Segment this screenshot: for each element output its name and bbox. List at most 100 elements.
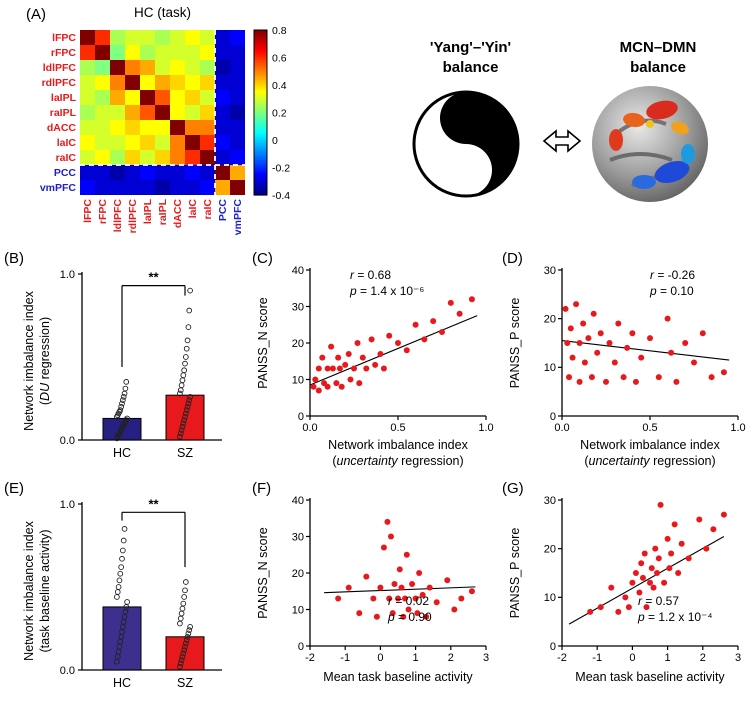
- svg-text:0.5: 0.5: [642, 422, 657, 434]
- panel-b-bar-chart: 0.0 1.0 HC SZ **: [60, 269, 222, 460]
- svg-text:1.0: 1.0: [478, 422, 493, 434]
- svg-text:-0.4: -0.4: [272, 190, 290, 202]
- svg-text:30: 30: [292, 301, 304, 313]
- svg-text:1.0: 1.0: [60, 499, 75, 511]
- brain-globe-image: [592, 86, 708, 202]
- panel-d-stats-annotation: r = -0.26 p = 0.10: [650, 268, 696, 298]
- svg-text:0.8: 0.8: [272, 26, 287, 37]
- panel-e-letter: (E): [4, 480, 24, 497]
- panel-g-letter: (G): [502, 480, 524, 497]
- panel-a-letter: (A): [26, 6, 46, 23]
- panel-c-stats-annotation: r = 0.68 p = 1.4 x 10⁻⁶: [350, 268, 425, 298]
- svg-text:dACC: dACC: [172, 199, 184, 229]
- svg-text:dACC: dACC: [47, 122, 77, 134]
- panel-g: (G) PANSS_P score -2 -1 0 1 2 3 0 10 20 30 r = 0.…: [502, 478, 755, 715]
- panel-b-letter: (B): [4, 250, 24, 267]
- svg-text:2: 2: [448, 652, 454, 664]
- svg-text:1.0: 1.0: [60, 269, 75, 281]
- svg-text:0.0: 0.0: [302, 422, 317, 434]
- svg-text:vmPFC: vmPFC: [40, 182, 77, 194]
- yang-yin-title-line1: 'Yang'–'Yin': [429, 39, 512, 56]
- svg-text:10: 10: [292, 604, 304, 616]
- svg-text:-1: -1: [340, 652, 350, 664]
- svg-text:30: 30: [544, 265, 556, 277]
- svg-text:rdlPFC: rdlPFC: [42, 77, 77, 89]
- heatmap-title: HC (task): [134, 5, 191, 20]
- svg-text:10: 10: [544, 362, 556, 374]
- svg-text:SZ: SZ: [177, 676, 193, 690]
- svg-text:-2: -2: [557, 652, 567, 664]
- svg-text:0: 0: [550, 411, 556, 423]
- mcn-dmn-title-line2: balance: [630, 58, 686, 76]
- svg-text:1.0: 1.0: [730, 422, 745, 434]
- svg-text:20: 20: [292, 338, 304, 350]
- svg-text:10: 10: [544, 592, 556, 604]
- svg-text:0.0: 0.0: [60, 435, 75, 447]
- svg-text:raIC: raIC: [56, 152, 77, 164]
- svg-text:0.2: 0.2: [272, 108, 287, 120]
- svg-text:ldlPFC: ldlPFC: [43, 62, 77, 74]
- svg-text:laIPL: laIPL: [51, 92, 77, 104]
- svg-text:raIPL: raIPL: [50, 107, 77, 119]
- panel-d-x-axis-label: Network imbalance index (uncertainty reg…: [580, 438, 720, 468]
- svg-text:HC: HC: [113, 676, 131, 690]
- svg-text:PCC: PCC: [54, 167, 77, 179]
- svg-text:0.6: 0.6: [272, 53, 287, 65]
- svg-text:0: 0: [298, 641, 304, 653]
- svg-text:2: 2: [700, 652, 706, 664]
- panel-c-x-axis-label: Network imbalance index (uncertainty reg…: [328, 438, 468, 468]
- panel-e-bar-chart: 0.0 1.0 HC SZ **: [60, 496, 222, 690]
- mcn-dmn-title-line1: MCN–DMN: [619, 39, 697, 56]
- svg-text:0: 0: [629, 652, 635, 664]
- svg-text:0: 0: [550, 641, 556, 653]
- svg-text:laIC: laIC: [187, 199, 199, 219]
- svg-text:-2: -2: [305, 652, 315, 664]
- svg-text:rFPC: rFPC: [97, 199, 109, 225]
- panel-a: (A) HC (task) lFPC lFPC rFPC rFPC ldlPFC ldlP…: [0, 0, 360, 256]
- panel-f: (F) PANSS_N score -2 -1 0 1 2 3 0 10 20 30 40 r = …: [250, 478, 502, 715]
- svg-text:0.5: 0.5: [390, 422, 405, 434]
- svg-text:lFPC: lFPC: [82, 199, 94, 223]
- svg-text:30: 30: [544, 495, 556, 507]
- heatmap-colorbar: 0.8 0.6 0.4 0.2 0 -0.2 -0.4: [253, 26, 290, 202]
- svg-text:40: 40: [292, 265, 304, 277]
- svg-text:vmPFC: vmPFC: [232, 199, 244, 236]
- yang-yin-title-line2: balance: [442, 58, 499, 76]
- panel-e-y-axis-label: Network imbalance index (task baseline a…: [22, 521, 53, 661]
- svg-text:PCC: PCC: [217, 199, 229, 222]
- panel-f-letter: (F): [252, 480, 272, 497]
- svg-text:raIC: raIC: [202, 199, 214, 220]
- svg-text:rdlPFC: rdlPFC: [127, 199, 139, 234]
- panel-f-x-axis-label: Mean task baseline activity: [323, 670, 473, 684]
- panel-b: (B) Network imbalance index (DU regressi…: [0, 248, 250, 480]
- yang-yin-title: 'Yang'–'Yin' balance: [388, 38, 553, 77]
- svg-text:10: 10: [292, 374, 304, 386]
- svg-text:rFPC: rFPC: [51, 47, 77, 59]
- svg-text:3: 3: [735, 652, 741, 664]
- double-arrow-icon: [542, 129, 582, 153]
- mcn-dmn-title: MCN–DMN balance: [578, 38, 738, 77]
- panel-g-x-axis-label: Mean task baseline activity: [575, 670, 725, 684]
- svg-text:-1: -1: [592, 652, 602, 664]
- svg-text:0: 0: [298, 411, 304, 423]
- panel-d: (D) PANSS_P score 0.0 0.5 1.0 0 10 20 30 r = -…: [502, 248, 755, 488]
- svg-text:1: 1: [413, 652, 419, 664]
- svg-text:-0.2: -0.2: [272, 163, 290, 175]
- panel-c: (C) PANSS_N score 0.0 0.5 1.0 0 10 20 30 40 r =…: [250, 248, 502, 488]
- svg-text:0: 0: [272, 135, 278, 147]
- svg-text:0: 0: [377, 652, 383, 664]
- panel-f-stats-annotation: r = 0.02 p = 0.90: [388, 594, 432, 624]
- svg-text:**: **: [148, 496, 159, 511]
- svg-text:laIPL: laIPL: [142, 198, 154, 224]
- panel-c-scatter-plot: 0.0 0.5 1.0 0 10 20 30 40: [292, 265, 494, 434]
- svg-text:laIC: laIC: [57, 137, 77, 149]
- svg-text:lFPC: lFPC: [52, 32, 76, 44]
- panel-d-scatter-plot: 0.0 0.5 1.0 0 10 20 30: [544, 265, 746, 434]
- balance-illustration: 'Yang'–'Yin' balance MCN–DMN balance: [360, 0, 755, 256]
- svg-text:**: **: [148, 270, 159, 285]
- svg-text:0.4: 0.4: [272, 80, 287, 92]
- svg-text:SZ: SZ: [177, 446, 193, 460]
